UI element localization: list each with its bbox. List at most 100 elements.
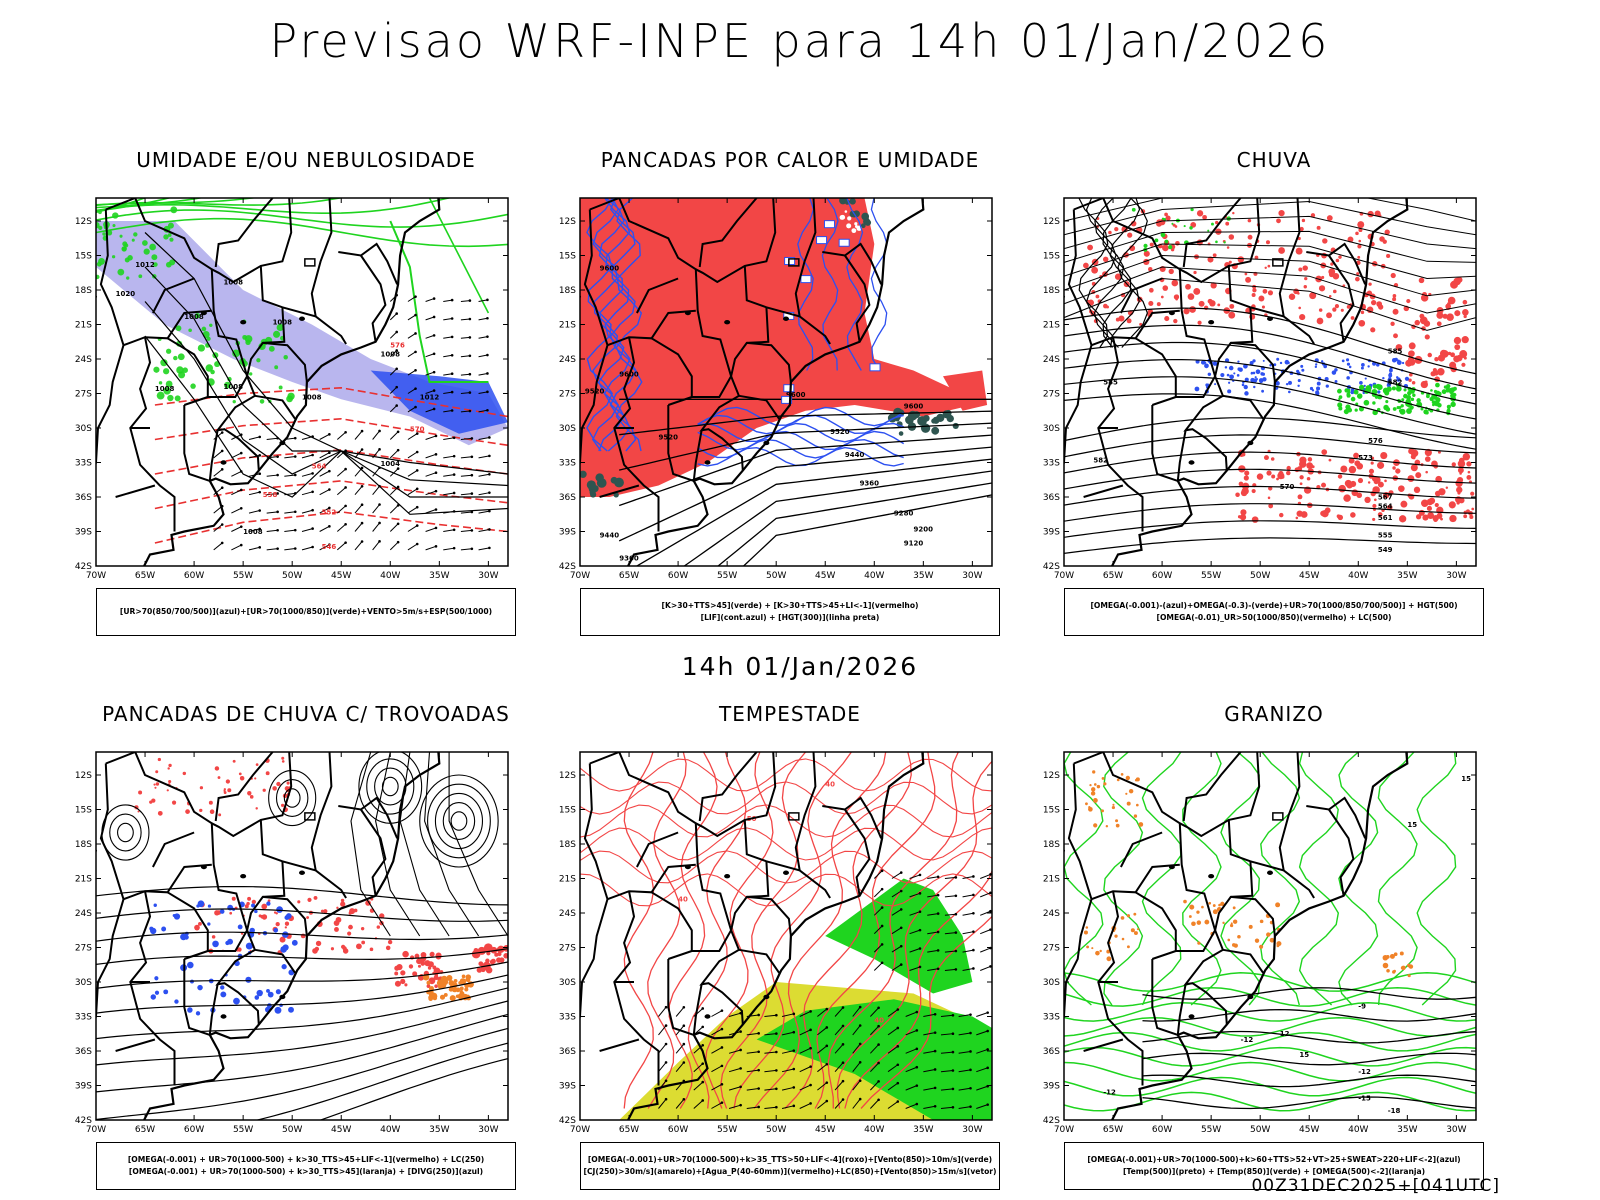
field-blob	[1353, 452, 1359, 459]
wind-vector	[213, 450, 223, 459]
contour-line	[827, 752, 959, 1109]
field-blob	[1393, 969, 1396, 973]
contour-line	[697, 422, 904, 443]
field-blob	[177, 353, 185, 361]
field-blob	[1230, 924, 1234, 928]
legend-line: [Temp(500)](preto) + [Temp(850)](verde) …	[1122, 1167, 1426, 1176]
wind-vector	[231, 544, 242, 551]
field-blob	[166, 789, 169, 792]
map-pancadas-calor: 9600 9520 9600 9600 9600 9520 9440 9360 9280 9200…	[540, 176, 1040, 590]
field-blob	[1450, 401, 1456, 408]
wind-vector	[728, 1086, 741, 1091]
field-blob	[1296, 369, 1300, 373]
lon-tick-label: 60W	[1152, 1125, 1172, 1135]
wind-vector	[407, 314, 416, 321]
field-blob	[1340, 465, 1348, 473]
field-blob	[342, 946, 347, 951]
lake-marker	[724, 320, 731, 325]
field-blob	[1338, 406, 1343, 411]
contour-label: 1008	[243, 528, 263, 536]
field-blob	[323, 909, 328, 914]
contour-line	[1064, 520, 1476, 538]
field-blob	[157, 810, 163, 816]
field-blob	[1413, 486, 1421, 494]
field-blob	[1321, 449, 1328, 456]
field-blob	[190, 383, 196, 389]
wind-vector	[693, 1081, 704, 1091]
field-blob	[1364, 496, 1371, 504]
field-blob	[1346, 362, 1351, 366]
contour-line	[96, 987, 508, 1040]
field-blob	[1202, 214, 1207, 220]
wind-vector-head	[395, 404, 398, 407]
wind-vector-head	[951, 1087, 955, 1091]
lon-tick-label: 45W	[1299, 571, 1319, 581]
wind-vector	[425, 334, 435, 339]
federal-district-box	[788, 812, 800, 821]
field-blob	[434, 984, 438, 988]
lon-tick-label: 65W	[135, 571, 155, 581]
wind-vector	[460, 373, 470, 376]
field-blob	[1138, 822, 1144, 827]
field-blob	[1164, 316, 1170, 322]
lat-tick-label: 36S	[559, 1047, 576, 1057]
field-blob	[1372, 486, 1380, 494]
field-blob	[1399, 515, 1407, 523]
lake-marker	[1267, 870, 1273, 875]
wind-vector	[354, 467, 363, 477]
wind-vector	[958, 1032, 971, 1036]
wind-vector	[389, 468, 399, 477]
wind-vector-head	[899, 871, 903, 874]
field-blob	[1395, 468, 1401, 474]
wind-vector-head	[415, 505, 419, 509]
field-blob	[1449, 387, 1454, 393]
wind-vector-head	[969, 1086, 972, 1090]
field-blob	[1382, 376, 1385, 380]
wind-vector-head	[378, 448, 381, 451]
field-blob	[1258, 295, 1265, 302]
lake-marker	[279, 440, 286, 446]
field-blob	[313, 895, 318, 900]
field-blob	[267, 991, 274, 998]
field-blob	[102, 232, 106, 236]
wind-vector-head	[328, 433, 331, 436]
field-blob	[124, 257, 130, 263]
wind-vector	[799, 1047, 811, 1054]
field-blob	[451, 986, 458, 993]
field-blob	[1311, 389, 1315, 392]
contour-line	[96, 198, 148, 214]
field-blob	[1297, 292, 1300, 295]
wind-vector-head	[841, 1006, 845, 1009]
coastline	[1111, 198, 1409, 566]
contour-line	[814, 752, 936, 1109]
field-blob	[1462, 308, 1469, 316]
field-blob	[157, 757, 162, 762]
field-blob	[356, 943, 362, 950]
field-blob	[1364, 377, 1367, 380]
field-blob	[1441, 389, 1447, 395]
field-blob	[1368, 468, 1375, 474]
field-blob	[1380, 451, 1388, 460]
wind-vector-head	[775, 1013, 778, 1017]
field-blob	[282, 944, 289, 951]
wind-vector-head	[486, 335, 489, 338]
field-blob	[281, 964, 287, 970]
field-blob	[194, 924, 200, 931]
field-blob	[385, 945, 391, 951]
contour-label: 9360	[619, 554, 639, 562]
field-blob	[360, 926, 365, 931]
field-blob	[1244, 470, 1250, 476]
field-blob	[404, 983, 408, 987]
field-blob	[151, 254, 158, 261]
field-blob	[496, 957, 502, 963]
field-blob	[160, 359, 168, 367]
field-blob	[1350, 512, 1356, 518]
field-blob	[1125, 792, 1128, 795]
field-blob	[1227, 938, 1231, 942]
legend-box: [K>30+TTS>45](verde) + [K>30+TTS>45+LI<-…	[580, 588, 1000, 636]
field-blob	[580, 470, 587, 479]
wind-vector-head	[841, 1098, 845, 1101]
wind-vector	[675, 1043, 685, 1054]
wind-vector-head	[344, 504, 347, 508]
map-tempestade: 40 40 50 40 12S 15S 18S 21S 24S 27S 30S 33S 36S 39S 42…	[540, 730, 1040, 1144]
